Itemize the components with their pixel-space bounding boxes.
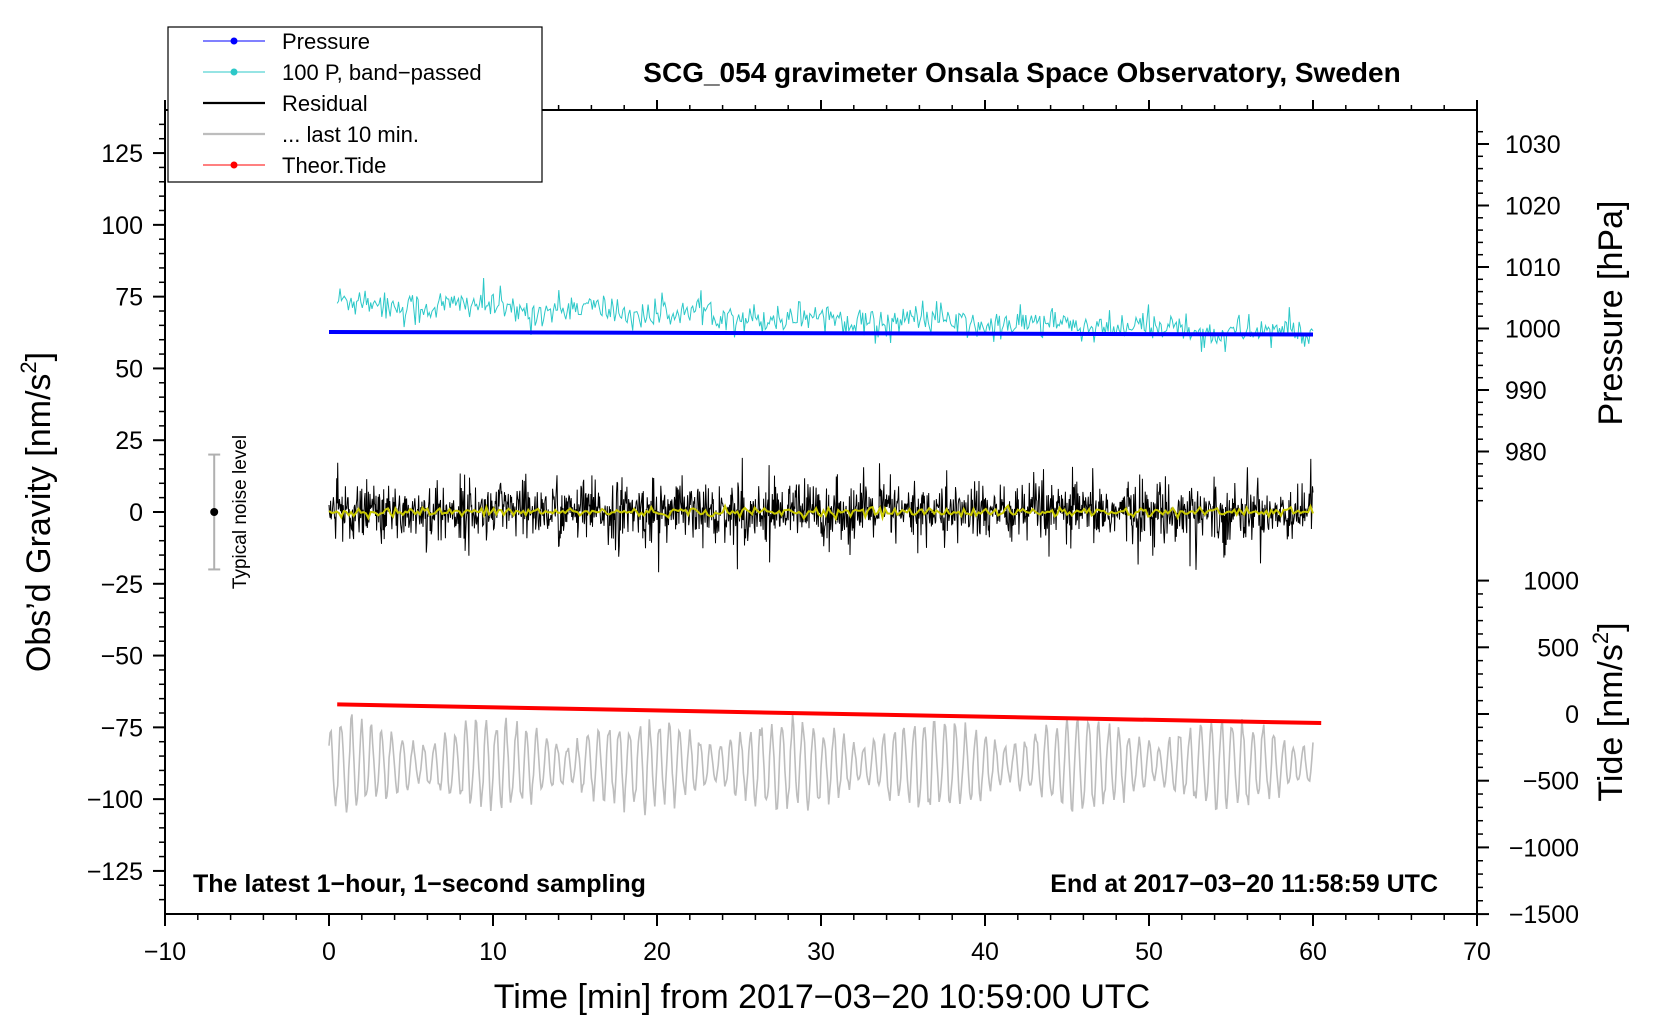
y-tick-label: −50 <box>101 643 143 671</box>
y-tick-label: 0 <box>129 499 143 527</box>
pressure-tick-label: 1020 <box>1505 193 1561 221</box>
x-tick-label: 30 <box>807 938 835 966</box>
x-tick-label: 50 <box>1135 938 1163 966</box>
y-tick-label: −25 <box>101 571 143 599</box>
chart-title: SCG_054 gravimeter Onsala Space Observat… <box>643 57 1400 88</box>
y-axis-title-left-end: ] <box>20 352 58 361</box>
x-tick-label: −10 <box>144 938 186 966</box>
x-tick-label: 40 <box>971 938 999 966</box>
y-tick-label: 50 <box>115 355 143 383</box>
legend-box <box>167 26 543 183</box>
legend-label: Theor.Tide <box>282 153 386 178</box>
theoretical-tide-line <box>337 702 1322 726</box>
noise-bar-center <box>210 508 219 516</box>
y-tick-label: 100 <box>101 212 143 240</box>
legend-label: Residual <box>282 91 368 116</box>
y-tick-label: −75 <box>101 714 143 742</box>
note-left: The latest 1−hour, 1−second sampling <box>193 870 646 898</box>
y-axis-title-left-sup: 2 <box>16 361 41 373</box>
legend-marker <box>230 37 238 45</box>
noise-bar: Typical noise level <box>208 435 251 589</box>
legend-label: 100 P, band−passed <box>282 60 482 85</box>
x-axis-title: Time [min] from 2017−03−20 10:59:00 UTC <box>494 978 1150 1016</box>
legend-label: ... last 10 min. <box>282 122 419 147</box>
tide-axis-title-sup: 2 <box>1588 632 1613 644</box>
y-tick-label: −125 <box>87 858 143 886</box>
tide-axis-title: Tide [nm/s2] <box>1588 622 1630 801</box>
noise-level-label: Typical noise level <box>230 435 251 589</box>
note-right: End at 2017−03−20 11:58:59 UTC <box>1050 870 1438 898</box>
series-layer <box>328 277 1322 816</box>
last-10-min-line <box>328 714 1314 816</box>
tide-axis-title-main: Tide [nm/s <box>1592 644 1630 801</box>
pressure-axis-title: Pressure [hPa] <box>1592 201 1630 426</box>
bandpassed-pressure-line <box>336 277 1314 353</box>
tick-labels: −10 0 10 20 30 40 50 60 701251007550250−25−50−75… <box>87 131 1579 966</box>
y-tick-label: 25 <box>115 427 143 455</box>
pressure-tick-label: 1010 <box>1505 254 1561 282</box>
legend-items: Pressure 100 P, band−passed Residual ... la… <box>203 29 482 178</box>
legend-marker <box>230 68 238 76</box>
residual-smoothed-line <box>328 503 1314 522</box>
pressure-line <box>328 329 1314 337</box>
pressure-tick-label: 990 <box>1505 377 1547 405</box>
x-tick-label: 10 <box>479 938 507 966</box>
x-tick-label: 20 <box>643 938 671 966</box>
y-tick-label: −100 <box>87 786 143 814</box>
tide-tick-label: 500 <box>1537 634 1579 662</box>
x-tick-label: 70 <box>1463 938 1491 966</box>
tide-tick-label: 1000 <box>1523 568 1579 596</box>
pressure-tick-label: 1030 <box>1505 131 1561 159</box>
legend-marker <box>230 161 238 169</box>
pressure-tick-label: 1000 <box>1505 316 1561 344</box>
y-axis-title-left: Obs’d Gravity [nm/s2] <box>16 352 58 672</box>
y-tick-label: 125 <box>101 140 143 168</box>
tide-tick-label: −1000 <box>1509 834 1579 862</box>
x-tick-label: 0 <box>322 938 336 966</box>
pressure-tick-label: 980 <box>1505 439 1547 467</box>
tide-tick-label: 0 <box>1565 701 1579 729</box>
legend-label: Pressure <box>282 29 370 54</box>
y-axis-title-left-main: Obs’d Gravity [nm/s <box>20 374 58 673</box>
tide-axis-title-end: ] <box>1592 622 1630 631</box>
legend: Pressure 100 P, band−passed Residual ... la… <box>167 26 543 183</box>
tide-tick-label: −1500 <box>1509 901 1579 929</box>
tide-tick-label: −500 <box>1523 768 1579 796</box>
y-tick-label: 75 <box>115 284 143 312</box>
x-tick-label: 60 <box>1299 938 1327 966</box>
